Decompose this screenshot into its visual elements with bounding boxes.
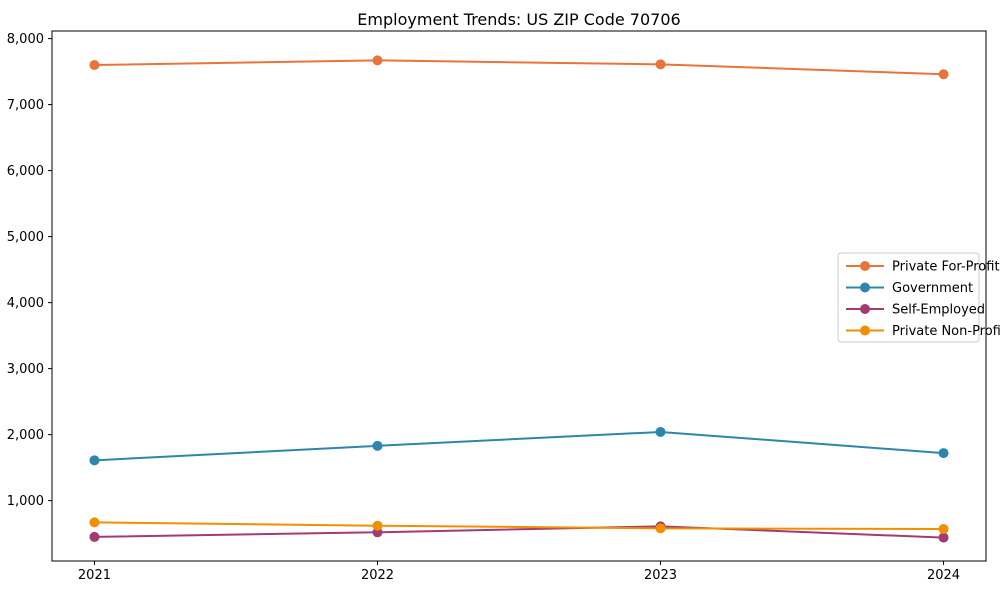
x-tick-label: 2021 (78, 568, 111, 583)
legend-label: Government (892, 281, 973, 296)
data-point-marker (89, 59, 100, 70)
data-point-marker (372, 55, 383, 66)
data-point-marker (655, 523, 666, 534)
data-point-marker (89, 455, 100, 466)
legend-label: Self-Employed (892, 303, 985, 318)
legend-label: Private Non-Profit (892, 324, 1000, 339)
chart-title: Employment Trends: US ZIP Code 70706 (357, 10, 681, 29)
data-point-marker (372, 520, 383, 531)
x-tick-label: 2022 (361, 568, 394, 583)
y-tick-label: 3,000 (7, 362, 44, 377)
data-point-marker (372, 440, 383, 451)
legend-marker-sample (860, 261, 870, 271)
series-line (94, 521, 944, 530)
data-point-marker (938, 532, 949, 543)
y-tick-label: 6,000 (7, 164, 44, 179)
legend-marker-sample (860, 304, 870, 314)
y-tick-label: 5,000 (7, 230, 44, 245)
x-tick-label: 2023 (644, 568, 677, 583)
data-point-marker (938, 523, 949, 534)
y-tick-label: 8,000 (7, 32, 44, 47)
x-tick-label: 2024 (927, 568, 960, 583)
legend-marker-sample (860, 325, 870, 336)
y-tick-label: 7,000 (7, 98, 44, 113)
y-tick-label: 2,000 (7, 428, 44, 443)
legend-label: Private For-Profit (892, 260, 1000, 275)
data-point-marker (89, 531, 100, 542)
axes-spines (51, 30, 987, 562)
data-point-marker (938, 448, 949, 459)
data-point-marker (655, 426, 666, 437)
data-point-marker (655, 59, 666, 70)
series-line (94, 525, 944, 539)
series-line (94, 59, 944, 76)
y-tick-label: 4,000 (7, 296, 44, 311)
y-tick-label: 1,000 (7, 494, 44, 509)
legend-marker-sample (860, 282, 870, 293)
series-line (94, 430, 944, 462)
legend-box (837, 252, 980, 343)
data-point-marker (89, 517, 100, 528)
data-point-marker (938, 69, 949, 80)
